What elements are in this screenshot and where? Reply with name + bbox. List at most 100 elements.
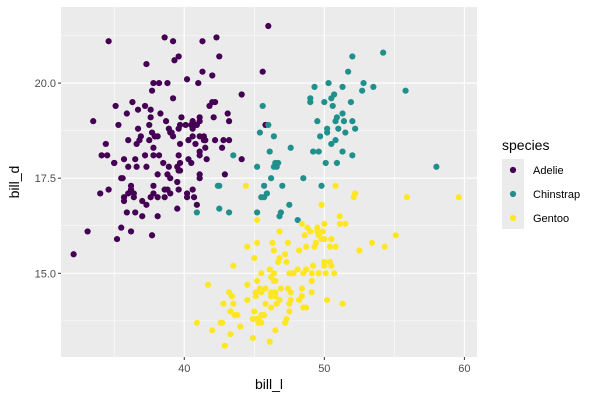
data-point	[133, 140, 140, 148]
data-point	[270, 277, 278, 285]
legend-label: Chinstrap	[533, 189, 580, 201]
data-point	[228, 293, 235, 300]
data-point	[196, 175, 203, 182]
series-adelie	[70, 22, 272, 258]
data-point	[312, 239, 320, 246]
data-point	[269, 239, 276, 246]
data-point	[224, 110, 231, 117]
data-point	[284, 285, 292, 292]
data-point	[251, 254, 258, 262]
data-point	[331, 91, 338, 98]
data-point	[455, 194, 462, 201]
data-point	[270, 163, 278, 170]
data-point	[192, 140, 199, 148]
data-point	[347, 99, 355, 106]
data-point	[318, 201, 325, 208]
data-point	[253, 163, 261, 170]
legend-items: Adelie Chinstrap Gentoo	[509, 165, 580, 225]
data-point	[225, 209, 233, 216]
data-point	[120, 156, 128, 163]
data-point	[216, 182, 223, 189]
data-point	[340, 118, 348, 125]
data-point	[174, 178, 181, 186]
data-point	[296, 247, 303, 254]
legend-title: species	[502, 137, 549, 153]
data-point	[328, 235, 335, 243]
data-point	[169, 95, 177, 102]
data-point	[125, 137, 132, 144]
data-point	[268, 304, 275, 311]
data-point	[134, 125, 142, 132]
x-tick-label: 60	[458, 363, 470, 375]
data-point	[242, 182, 249, 189]
data-point	[183, 76, 191, 83]
data-point	[319, 228, 327, 235]
data-point	[90, 118, 97, 125]
data-point	[123, 209, 130, 216]
data-point	[286, 308, 293, 315]
data-point	[127, 228, 135, 235]
data-point	[307, 95, 314, 102]
data-point	[244, 296, 251, 304]
data-point	[318, 182, 325, 189]
data-point	[174, 205, 181, 212]
data-point	[161, 186, 168, 193]
legend-label: Gentoo	[533, 213, 569, 225]
data-point	[132, 209, 139, 216]
data-point	[211, 137, 219, 144]
data-point	[230, 300, 237, 307]
data-point	[234, 312, 241, 319]
data-point	[314, 228, 321, 235]
data-point	[143, 201, 150, 208]
data-point	[380, 49, 387, 56]
y-tick-label: 17.5	[35, 173, 56, 185]
data-point	[294, 266, 301, 273]
data-point	[169, 38, 177, 45]
data-point	[171, 57, 178, 64]
data-point	[202, 137, 209, 144]
data-point	[115, 121, 122, 129]
legend-item-gentoo: Gentoo	[509, 213, 569, 225]
data-point	[268, 293, 275, 300]
data-point	[262, 300, 269, 307]
data-point	[321, 258, 328, 265]
data-point	[303, 243, 310, 250]
data-points	[70, 22, 462, 349]
data-point	[196, 133, 203, 140]
data-point	[150, 144, 157, 151]
data-point	[265, 22, 272, 30]
data-point	[183, 190, 191, 197]
data-point	[206, 102, 213, 110]
data-point	[113, 235, 121, 243]
series-gentoo	[193, 182, 462, 349]
data-point	[272, 327, 279, 334]
data-point	[260, 312, 268, 319]
data-point	[193, 319, 200, 326]
data-point	[203, 156, 210, 163]
data-point	[164, 79, 171, 87]
data-point	[146, 137, 153, 144]
data-point	[287, 296, 294, 304]
gridlines	[61, 7, 477, 357]
data-point	[287, 144, 294, 151]
data-point	[392, 232, 399, 239]
y-axis-label: bill_d	[6, 166, 22, 199]
data-point	[360, 79, 367, 87]
data-point	[218, 144, 226, 151]
data-point	[276, 254, 283, 262]
data-point	[133, 163, 140, 170]
data-point	[112, 102, 119, 110]
data-point	[339, 300, 346, 307]
data-point	[336, 213, 343, 220]
data-point	[143, 163, 150, 170]
data-point	[253, 209, 261, 216]
data-point	[251, 308, 258, 315]
plot-panel	[61, 7, 477, 357]
data-point	[342, 129, 349, 136]
data-point	[266, 148, 273, 155]
data-point	[368, 239, 376, 246]
data-point	[195, 79, 202, 87]
data-point	[176, 159, 184, 167]
data-point	[220, 137, 227, 144]
data-point	[104, 152, 111, 159]
